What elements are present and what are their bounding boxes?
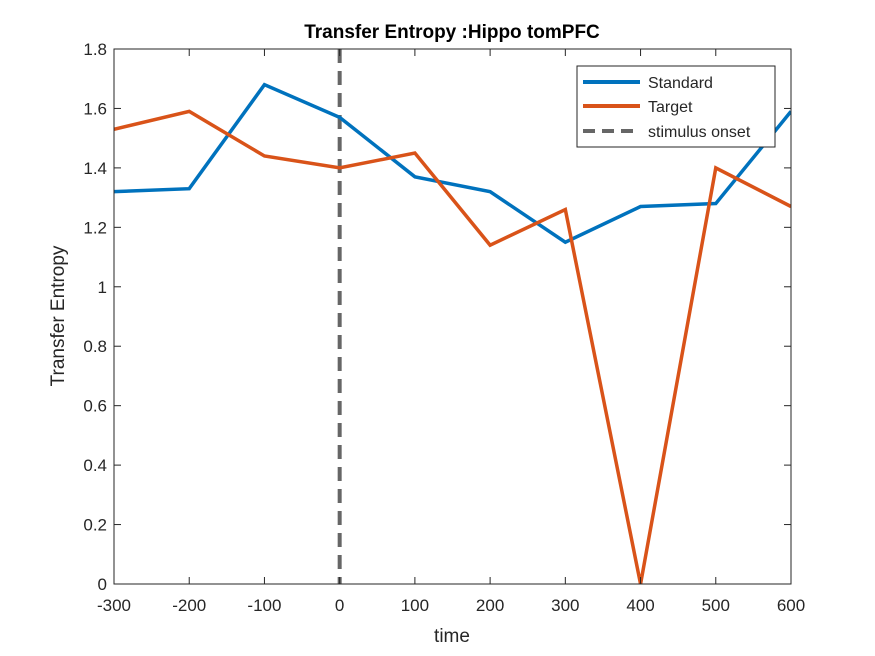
ticks-layer: -300 -200 -100 0 100 200 300 400 500 600 0 0.2 0.4 0.… — [83, 40, 805, 615]
y-tick-label: 0.2 — [83, 516, 107, 535]
y-tick-label: 0 — [98, 575, 107, 594]
x-tick-label: 600 — [777, 596, 805, 615]
x-tick-label: -300 — [97, 596, 131, 615]
x-tick-label: 300 — [551, 596, 579, 615]
series-line-standard — [114, 82, 791, 245]
y-tick-label: 1.6 — [83, 99, 107, 118]
legend-label-target: Target — [648, 99, 693, 116]
y-tick-label: 1.4 — [83, 159, 107, 178]
axes-box — [113, 48, 792, 585]
series-line-target — [114, 109, 791, 584]
x-tick-label: -100 — [247, 596, 281, 615]
legend-label-stimulus-onset: stimulus onset — [648, 124, 751, 141]
x-tick-label: 0 — [335, 596, 344, 615]
y-tick-label: 1.8 — [83, 40, 107, 59]
x-tick-label: 200 — [476, 596, 504, 615]
x-tick-label: 400 — [626, 596, 654, 615]
x-axis-label: time — [434, 626, 470, 647]
legend: Standard Target stimulus onset — [576, 65, 776, 148]
y-tick-label: 0.6 — [83, 397, 107, 416]
y-tick-label: 1 — [98, 278, 107, 297]
legend-label-standard: Standard — [648, 75, 713, 92]
y-tick-label: 0.8 — [83, 337, 107, 356]
y-tick-label: 0.4 — [83, 456, 107, 475]
y-tick-label: 1.2 — [83, 218, 107, 237]
x-tick-label: -200 — [172, 596, 206, 615]
y-axis-label: Transfer Entropy — [48, 245, 69, 386]
x-tick-label: 500 — [702, 596, 730, 615]
x-tick-label: 100 — [401, 596, 429, 615]
chart-title: Transfer Entropy :Hippo tomPFC — [304, 22, 600, 43]
